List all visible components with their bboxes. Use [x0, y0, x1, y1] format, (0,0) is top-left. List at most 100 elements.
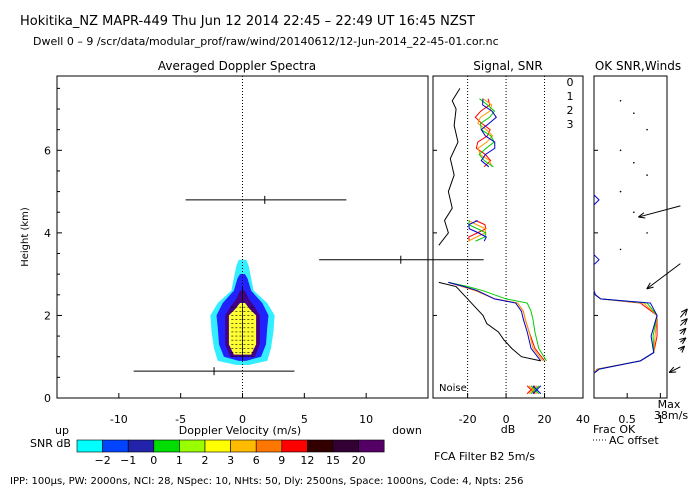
spectra-title: Averaged Doppler Spectra	[158, 59, 316, 73]
colorbar-swatch	[153, 439, 180, 453]
ac-offset-label: AC offset	[609, 434, 659, 447]
noise-marker	[530, 385, 540, 395]
spectra-layer: -10 -5 0 5 10 0 2 4 6	[44, 76, 484, 426]
colorbar-swatch	[127, 439, 155, 453]
height-tick-label: 6	[44, 144, 51, 157]
height-tick-label: 4	[44, 227, 51, 240]
height-tick-label: 0	[44, 392, 51, 405]
beam-label: 0	[567, 76, 574, 89]
frac-ok-line	[593, 290, 658, 374]
colorbar-swatch	[332, 439, 359, 453]
ac-offset-point	[619, 190, 622, 193]
wind-arrow	[638, 205, 681, 218]
wind-arrow	[668, 366, 681, 373]
colorbar-swatch	[76, 439, 103, 453]
colorbar-swatch	[358, 439, 385, 453]
beam-label: 1	[567, 90, 574, 103]
frac-tick-label: 1	[657, 413, 664, 426]
colorbar-swatch	[307, 439, 334, 453]
winds-plot-frame	[593, 75, 668, 399]
colorbar-level-label: 0	[150, 454, 157, 467]
colorbar-level-label: 6	[253, 454, 260, 467]
velocity-axis-label: Doppler Velocity (m/s)	[179, 424, 301, 437]
wind-arrow-head	[680, 308, 688, 313]
colorbar-level-label: 15	[326, 454, 340, 467]
snr-series-line	[448, 281, 542, 362]
colorbar-level-label: −2	[94, 454, 110, 467]
snr-series-line	[438, 88, 461, 246]
snr-tick-label: -20	[459, 413, 477, 426]
wind-arrow	[680, 327, 687, 335]
ac-offset-point	[619, 99, 622, 102]
velocity-tick-label: -10	[110, 413, 128, 426]
frac-ok-spike	[593, 194, 600, 206]
colorbar-swatch	[281, 439, 308, 453]
colorbar-level-label: 1	[176, 454, 183, 467]
snr-upper-beam-trace	[478, 98, 496, 168]
wind-arrow-head	[677, 345, 685, 350]
wind-arrow-head	[679, 337, 687, 341]
frac-ok-spike	[593, 254, 600, 266]
up-label: up	[55, 424, 69, 437]
noise-marker	[528, 385, 538, 395]
max-wind-value: 38m/s	[654, 409, 688, 422]
max-label: Max	[658, 398, 681, 411]
db-axis-label: dB	[501, 423, 516, 436]
colorbar-level-label: 2	[202, 454, 209, 467]
wind-arrow-head	[646, 282, 651, 290]
down-label: down	[392, 424, 422, 437]
wind-arrow-head	[646, 286, 654, 290]
colorbar-level-label: 9	[278, 454, 285, 467]
header-subtitle: Dwell 0 – 9 /scr/data/modular_prof/raw/w…	[33, 35, 499, 48]
wind-arrow-head	[638, 216, 646, 219]
winds-title: OK SNR,Winds	[595, 59, 681, 73]
wind-arrow	[679, 308, 688, 318]
frac-ok-label: Frac OK	[593, 423, 636, 436]
snr-db-label: SNR dB	[30, 437, 71, 450]
velocity-tick-label: 0	[239, 413, 246, 426]
colorbar-swatch	[102, 439, 129, 453]
colorbar-level-label: 3	[227, 454, 234, 467]
snr-upper-beam-trace	[480, 98, 497, 168]
velocity-tick-label: 5	[301, 413, 308, 426]
frac-tick-label: 0.5	[618, 413, 636, 426]
snr-mid-beam-trace	[468, 220, 487, 242]
ac-offset-point	[619, 149, 622, 152]
ac-offset-point	[633, 211, 635, 214]
filter-label: FCA Filter B2 5m/s	[434, 450, 535, 463]
colorbar-swatch	[255, 439, 283, 453]
wind-arrow	[680, 318, 688, 326]
wind-arrow-head	[679, 327, 687, 332]
wind-arrow-head	[684, 308, 688, 316]
colorbar-level-label: 20	[352, 454, 366, 467]
snr-tick-label: 40	[576, 413, 590, 426]
snr-mid-beam-trace	[468, 220, 486, 242]
snr-series-line	[448, 281, 544, 362]
colorbar-level-label: −1	[120, 454, 136, 467]
ac-offset-point	[633, 112, 635, 114]
velocity-tick-label: -5	[175, 413, 186, 426]
beam-label: 2	[567, 104, 574, 117]
snr-mid-beam-trace	[468, 220, 487, 242]
snr-layer: -20 0 20 40	[433, 76, 590, 426]
wind-arrow-head	[682, 337, 687, 345]
wind-arrow-head	[681, 345, 686, 353]
footer-params: IPP: 100µs, PW: 2000ns, NCI: 28, NSpec: …	[10, 476, 523, 487]
snr-tick-label: 20	[538, 413, 552, 426]
wind-arrow-head	[668, 366, 675, 373]
colorbar-swatch	[204, 439, 231, 453]
colorbar-swatch	[230, 439, 257, 453]
snr-upper-beam-trace	[474, 98, 492, 168]
snr-tick-label: 0	[503, 413, 510, 426]
ac-offset-point	[646, 128, 648, 131]
ac-offset-point	[646, 174, 648, 176]
noise-label: Noise	[439, 383, 467, 394]
wind-arrow-head	[684, 318, 688, 326]
colorbar-level-label: 12	[300, 454, 314, 467]
snr-title: Signal, SNR	[473, 59, 542, 73]
snr-series-line	[448, 281, 547, 362]
wind-arrow	[646, 263, 681, 290]
header-title: Hokitika_NZ MAPR-449 Thu Jun 12 2014 22:…	[20, 14, 475, 29]
